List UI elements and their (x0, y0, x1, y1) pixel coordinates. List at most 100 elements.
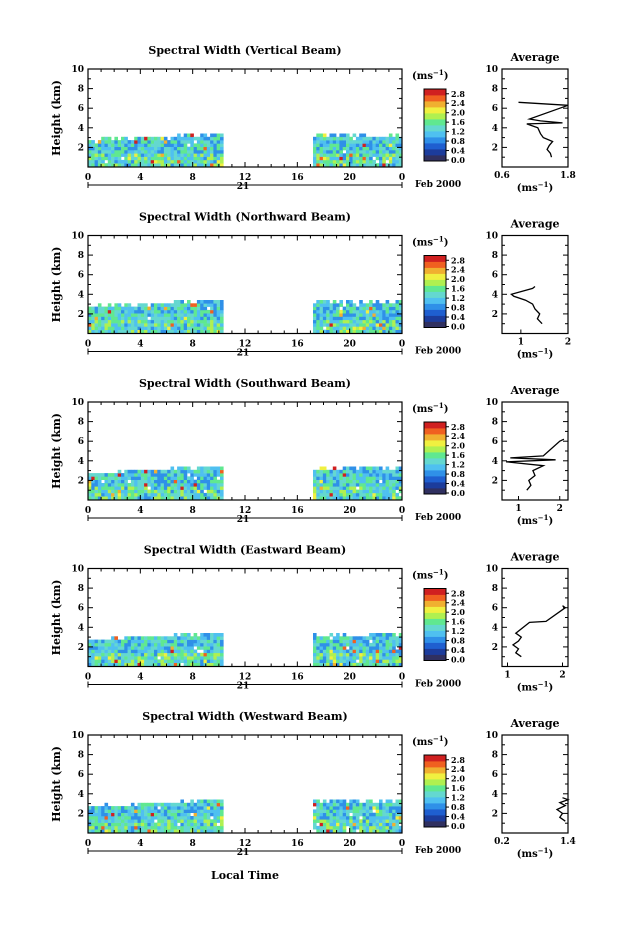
heatmap-cell (144, 819, 148, 823)
heatmap-cell (319, 496, 324, 500)
heatmap-cell (369, 156, 373, 161)
heatmap-cell (107, 163, 112, 167)
colorbar-tick-label: 0.4 (451, 645, 465, 655)
heatmap-cell (388, 636, 393, 640)
heatmap-cell (342, 313, 347, 317)
heatmap-cell (336, 825, 340, 830)
heatmap-cell (319, 163, 324, 167)
heatmap-cell (379, 156, 383, 161)
heatmap-cell (395, 326, 400, 330)
heatmap-cell (177, 492, 181, 497)
heatmap-cell (196, 496, 201, 500)
heatmap-cell (372, 492, 376, 497)
heatmap-cell (157, 652, 161, 657)
heatmap-cell (349, 466, 353, 471)
heatmap-cell (398, 476, 403, 480)
unit-base: (ms (412, 71, 433, 82)
heatmap-cell (157, 812, 161, 817)
heatmap-cell (382, 326, 386, 330)
heatmap-cell (170, 329, 175, 334)
heatmap-cell (398, 639, 403, 644)
heatmap-cell (124, 153, 128, 157)
heatmap-cell (137, 642, 142, 647)
heatmap-cell (210, 649, 214, 654)
heatmap-cell (183, 146, 188, 151)
heatmap-cell (114, 489, 118, 494)
heatmap-cell (117, 825, 122, 830)
heatmap-cell (352, 153, 357, 157)
heatmap-cell (117, 652, 122, 657)
heatmap-cell (355, 656, 360, 660)
heatmap-cell (196, 799, 201, 804)
heatmap-cell (91, 329, 95, 334)
heatmap-cell (177, 156, 181, 161)
heatmap-cell (372, 496, 376, 500)
heatmap-cell (114, 822, 118, 827)
heatmap-cell (121, 163, 125, 167)
colorbar-swatch (424, 95, 446, 102)
average-title: Average (509, 717, 559, 730)
heatmap-cell (362, 646, 367, 650)
heatmap-cell (94, 822, 99, 827)
heatmap-cell (160, 806, 165, 810)
heatmap-cell (316, 656, 320, 660)
heatmap-cell (124, 309, 128, 314)
heatmap-cell (355, 489, 360, 494)
heatmap-cell (326, 802, 330, 807)
heatmap-cell (147, 306, 151, 311)
heatmap-cell (121, 316, 125, 321)
colorbar-frame (423, 255, 447, 328)
heatmap-cell (173, 316, 178, 321)
heatmap-cell (365, 646, 370, 650)
y-tick-label: 6 (78, 437, 84, 447)
heatmap-cell (326, 806, 330, 810)
heatmap-cell (388, 829, 393, 833)
heatmap-cell (170, 819, 175, 823)
heatmap-cell (97, 646, 102, 650)
heatmap-cell (220, 329, 224, 334)
heatmap-cell (196, 329, 201, 334)
heatmap-cell (144, 656, 148, 660)
heatmap-cell (369, 309, 373, 314)
heatmap-cell (130, 829, 135, 833)
heatmap-cell (210, 819, 214, 823)
heatmap-cell (127, 662, 132, 667)
heatmap-cell (395, 473, 400, 477)
heatmap-cell (137, 473, 142, 477)
heatmap-cell (372, 136, 376, 141)
heatmap-cell (180, 819, 184, 823)
heatmap-cell (385, 466, 390, 471)
heatmap-cell (134, 140, 138, 144)
heatmap-cell (157, 473, 161, 477)
colorbar-swatch (424, 101, 446, 108)
heatmap-cell (313, 150, 317, 154)
heatmap-cell (379, 652, 383, 657)
heatmap-cell (124, 326, 128, 330)
heatmap-cell (316, 802, 320, 807)
heatmap-cell (124, 812, 128, 817)
heatmap-cell (94, 656, 99, 660)
heatmap-cell (163, 819, 168, 823)
heatmap-cell (359, 316, 363, 321)
heatmap-cell (388, 822, 393, 827)
heatmap-cell (121, 652, 125, 657)
heatmap-cell (313, 486, 317, 490)
heatmap-cell (167, 816, 171, 820)
heatmap-cell (173, 306, 178, 311)
heatmap-cell (339, 329, 343, 334)
heatmap-cell (130, 143, 135, 147)
heatmap-cell (392, 163, 396, 167)
heatmap-cell (88, 825, 92, 830)
heatmap-cell (332, 316, 337, 321)
heatmap-cell (342, 479, 347, 484)
heatmap-cell (342, 473, 347, 477)
average-profile-line (510, 285, 543, 325)
heatmap-cell (163, 313, 168, 317)
heatmap-cell (170, 150, 175, 154)
heatmap-cell (322, 812, 327, 817)
heatmap-cell (147, 642, 151, 647)
heatmap-cell (210, 802, 214, 807)
heatmap-cell (183, 469, 188, 474)
heatmap-cell (220, 639, 224, 644)
x-tick-label: 0 (85, 506, 91, 516)
